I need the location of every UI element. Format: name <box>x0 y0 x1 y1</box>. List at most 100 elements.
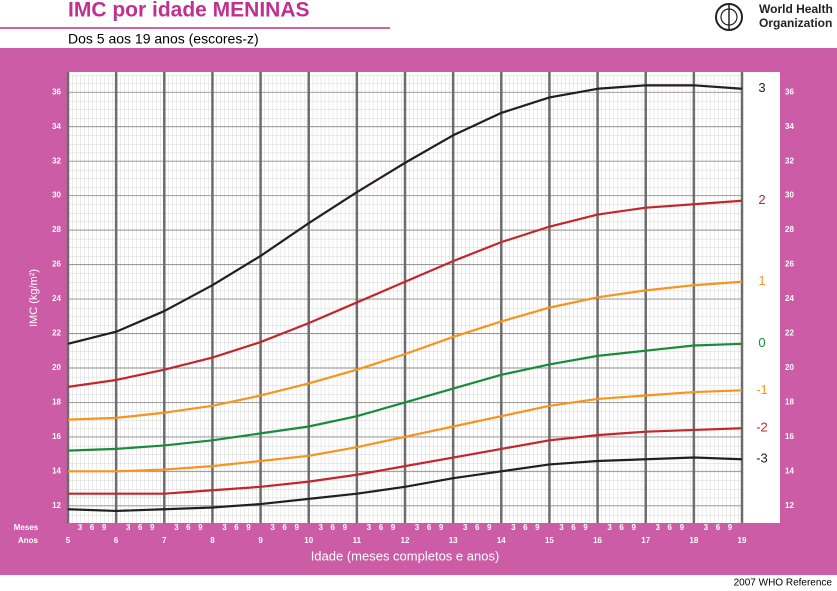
z-score-curve <box>68 427 743 495</box>
month-label: 6 <box>571 523 576 532</box>
month-label: 3 <box>559 523 564 532</box>
y-tick-label: 14 <box>785 466 794 475</box>
chart-title: IMC por idade MENINAS <box>68 0 310 22</box>
month-label: 9 <box>294 523 299 532</box>
y-tick-label: 24 <box>52 294 61 303</box>
month-label: 6 <box>619 523 624 532</box>
z-score-curve <box>67 84 743 345</box>
z-score-curve <box>67 342 743 452</box>
x-tick-label: 14 <box>497 536 506 545</box>
x-tick-label: 19 <box>738 536 747 545</box>
y-tick-label: 16 <box>785 432 794 441</box>
y-tick-label: 30 <box>785 191 794 200</box>
y-tick-label: 36 <box>785 87 794 96</box>
month-label: 3 <box>607 523 612 532</box>
y-tick-label: 22 <box>52 329 61 338</box>
month-label: 3 <box>174 523 179 532</box>
y-tick-label: 14 <box>52 466 61 475</box>
y-tick-label: 34 <box>52 122 61 131</box>
y-tick-label: 32 <box>52 156 61 165</box>
y-tick-label: 34 <box>785 122 794 131</box>
month-label: 9 <box>198 523 203 532</box>
x-tick-label: 5 <box>66 536 71 545</box>
month-label: 3 <box>126 523 131 532</box>
month-label: 6 <box>331 523 336 532</box>
x-tick-label: 10 <box>304 536 313 545</box>
x-tick-label: 18 <box>689 536 698 545</box>
month-label: 3 <box>367 523 372 532</box>
series-label: 1 <box>758 273 765 288</box>
y-tick-label: 36 <box>52 87 61 96</box>
month-label: 3 <box>222 523 227 532</box>
y-tick-label: 22 <box>785 329 794 338</box>
month-label: 9 <box>583 523 588 532</box>
month-label: 6 <box>234 523 239 532</box>
month-label: 6 <box>475 523 480 532</box>
org-name: Organization <box>759 16 832 30</box>
y-tick-label: 24 <box>785 294 794 303</box>
x-tick-label: 12 <box>401 536 410 545</box>
z-score-curve <box>67 199 743 388</box>
y-tick-label: 28 <box>52 225 61 234</box>
y-tick-label: 12 <box>785 501 794 510</box>
month-label: 9 <box>680 523 685 532</box>
x-tick-label: 17 <box>641 536 650 545</box>
series-label: -3 <box>756 451 768 466</box>
month-label: 9 <box>102 523 107 532</box>
series-label: 3 <box>758 80 765 95</box>
y-tick-label: 12 <box>52 501 61 510</box>
month-label: 9 <box>150 523 155 532</box>
month-label: 6 <box>282 523 287 532</box>
month-label: 3 <box>656 523 661 532</box>
x-tick-label: 13 <box>449 536 458 545</box>
z-score-curve <box>67 456 743 513</box>
chart-subtitle: Dos 5 aos 19 anos (escores-z) <box>68 31 259 47</box>
z-score-curve <box>67 280 743 421</box>
y-tick-label: 20 <box>785 363 794 372</box>
x-tick-label: 16 <box>593 536 602 545</box>
series-label: -2 <box>756 420 768 435</box>
y-tick-label: 20 <box>52 363 61 372</box>
month-label: 3 <box>704 523 709 532</box>
month-label: 6 <box>523 523 528 532</box>
month-label: 6 <box>668 523 673 532</box>
x-tick-label: 6 <box>114 536 119 545</box>
x-tick-label: 11 <box>353 536 362 545</box>
y-tick-label: 26 <box>52 260 61 269</box>
month-label: 9 <box>391 523 396 532</box>
row-label: Meses <box>14 523 39 532</box>
series-label: 0 <box>758 335 765 350</box>
y-tick-label: 32 <box>785 156 794 165</box>
who-logo <box>715 3 743 31</box>
month-label: 6 <box>90 523 95 532</box>
month-label: 6 <box>379 523 384 532</box>
y-axis-title: IMC (kg/m²) <box>28 269 40 327</box>
row-label: Anos <box>18 536 39 545</box>
month-label: 9 <box>535 523 540 532</box>
month-label: 9 <box>728 523 733 532</box>
z-score-curve <box>68 389 743 473</box>
month-label: 3 <box>415 523 420 532</box>
y-tick-label: 18 <box>52 397 61 406</box>
month-label: 3 <box>78 523 83 532</box>
org-name: World Health <box>759 2 833 16</box>
x-tick-label: 15 <box>545 536 554 545</box>
month-label: 6 <box>716 523 721 532</box>
month-label: 9 <box>487 523 492 532</box>
series-label: 2 <box>758 192 765 207</box>
y-tick-label: 28 <box>785 225 794 234</box>
series-label: -1 <box>756 382 768 397</box>
month-label: 6 <box>186 523 191 532</box>
month-label: 9 <box>439 523 444 532</box>
y-tick-label: 16 <box>52 432 61 441</box>
y-tick-label: 18 <box>785 397 794 406</box>
month-label: 3 <box>463 523 468 532</box>
footer: 2007 WHO Reference <box>734 578 833 589</box>
month-label: 6 <box>138 523 143 532</box>
month-label: 6 <box>427 523 432 532</box>
y-tick-label: 26 <box>785 260 794 269</box>
y-tick-label: 30 <box>52 191 61 200</box>
month-label: 3 <box>319 523 324 532</box>
